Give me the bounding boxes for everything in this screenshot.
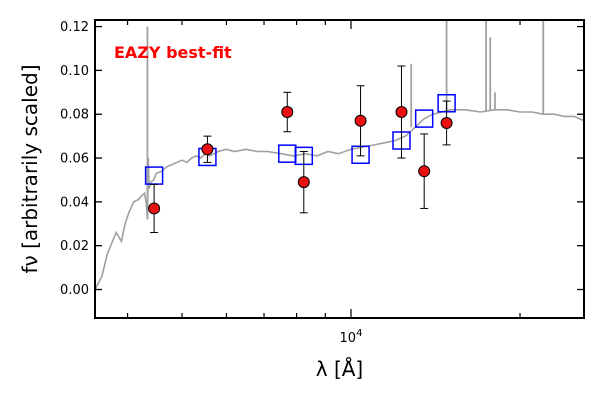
y-tick-label: 0.12 (60, 20, 89, 35)
plot-area (95, 20, 584, 290)
x-tick-label: 104 (340, 328, 363, 346)
observed-point (297, 176, 310, 189)
observed-point (354, 114, 367, 127)
y-tick-label: 0.06 (60, 152, 89, 167)
observed-point (395, 106, 408, 119)
axis-ticks: 0.00 0.02 0.04 0.06 0.08 0.10 0.12 104 (60, 20, 584, 346)
y-tick-label: 0.02 (60, 239, 89, 254)
observed-point (440, 116, 453, 129)
model-point (414, 109, 434, 128)
observed-point (418, 165, 431, 178)
observed-point (201, 143, 214, 156)
annotation-label: EAZY best-fit (114, 43, 232, 62)
axes-frame (94, 19, 585, 319)
y-tick-label: 0.00 (60, 283, 89, 298)
x-axis-label: λ [Å] (316, 357, 363, 381)
observed-point (281, 106, 294, 119)
y-tick-label: 0.08 (60, 108, 89, 123)
y-tick-label: 0.10 (60, 64, 89, 79)
template-spectrum-line (95, 109, 584, 290)
observed-point (148, 202, 161, 215)
y-tick-label: 0.04 (60, 195, 89, 210)
y-axis-label: fν [arbitrarily scaled] (18, 65, 42, 274)
